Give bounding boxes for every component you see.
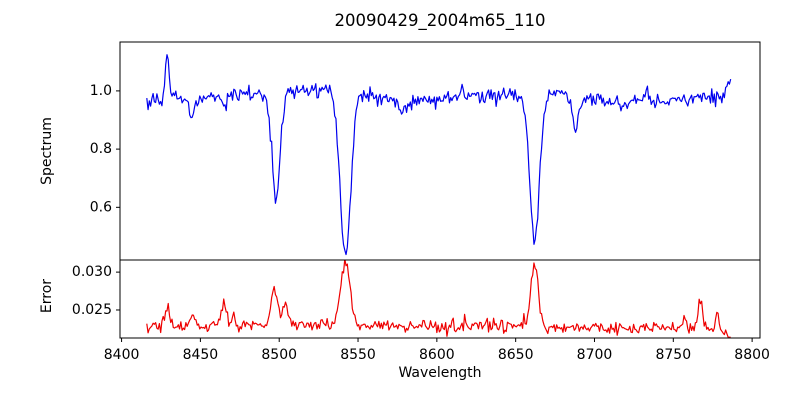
spectrum-y-tick-label: 0.6 — [90, 199, 112, 215]
x-tick-label: 8650 — [498, 347, 534, 363]
x-tick-label: 8450 — [183, 347, 219, 363]
x-axis-label: Wavelength — [398, 365, 482, 381]
error-panel-border — [119, 259, 761, 339]
spectrum-y-tick-label: 1.0 — [90, 83, 112, 99]
chart-title: 20090429_2004m65_110 — [334, 11, 546, 30]
spectrum-line — [146, 54, 732, 256]
error-y-tick-label: 0.030 — [72, 264, 112, 280]
x-tick-label: 8600 — [419, 347, 455, 363]
spectrum-y-tick-label: 0.8 — [90, 141, 112, 157]
x-tick-label: 8800 — [734, 347, 770, 363]
error-line — [146, 260, 731, 338]
error-y-tick-label: 0.025 — [72, 302, 112, 318]
x-tick-label: 8400 — [104, 347, 140, 363]
x-tick-label: 8700 — [577, 347, 613, 363]
error-y-axis-label: Error — [39, 278, 55, 314]
x-tick-label: 8750 — [655, 347, 691, 363]
spectrum-y-axis-label: Spectrum — [39, 117, 55, 185]
x-tick-label: 8500 — [261, 347, 297, 363]
x-tick-label: 8550 — [340, 347, 376, 363]
spectrum-panel-border — [119, 41, 761, 261]
